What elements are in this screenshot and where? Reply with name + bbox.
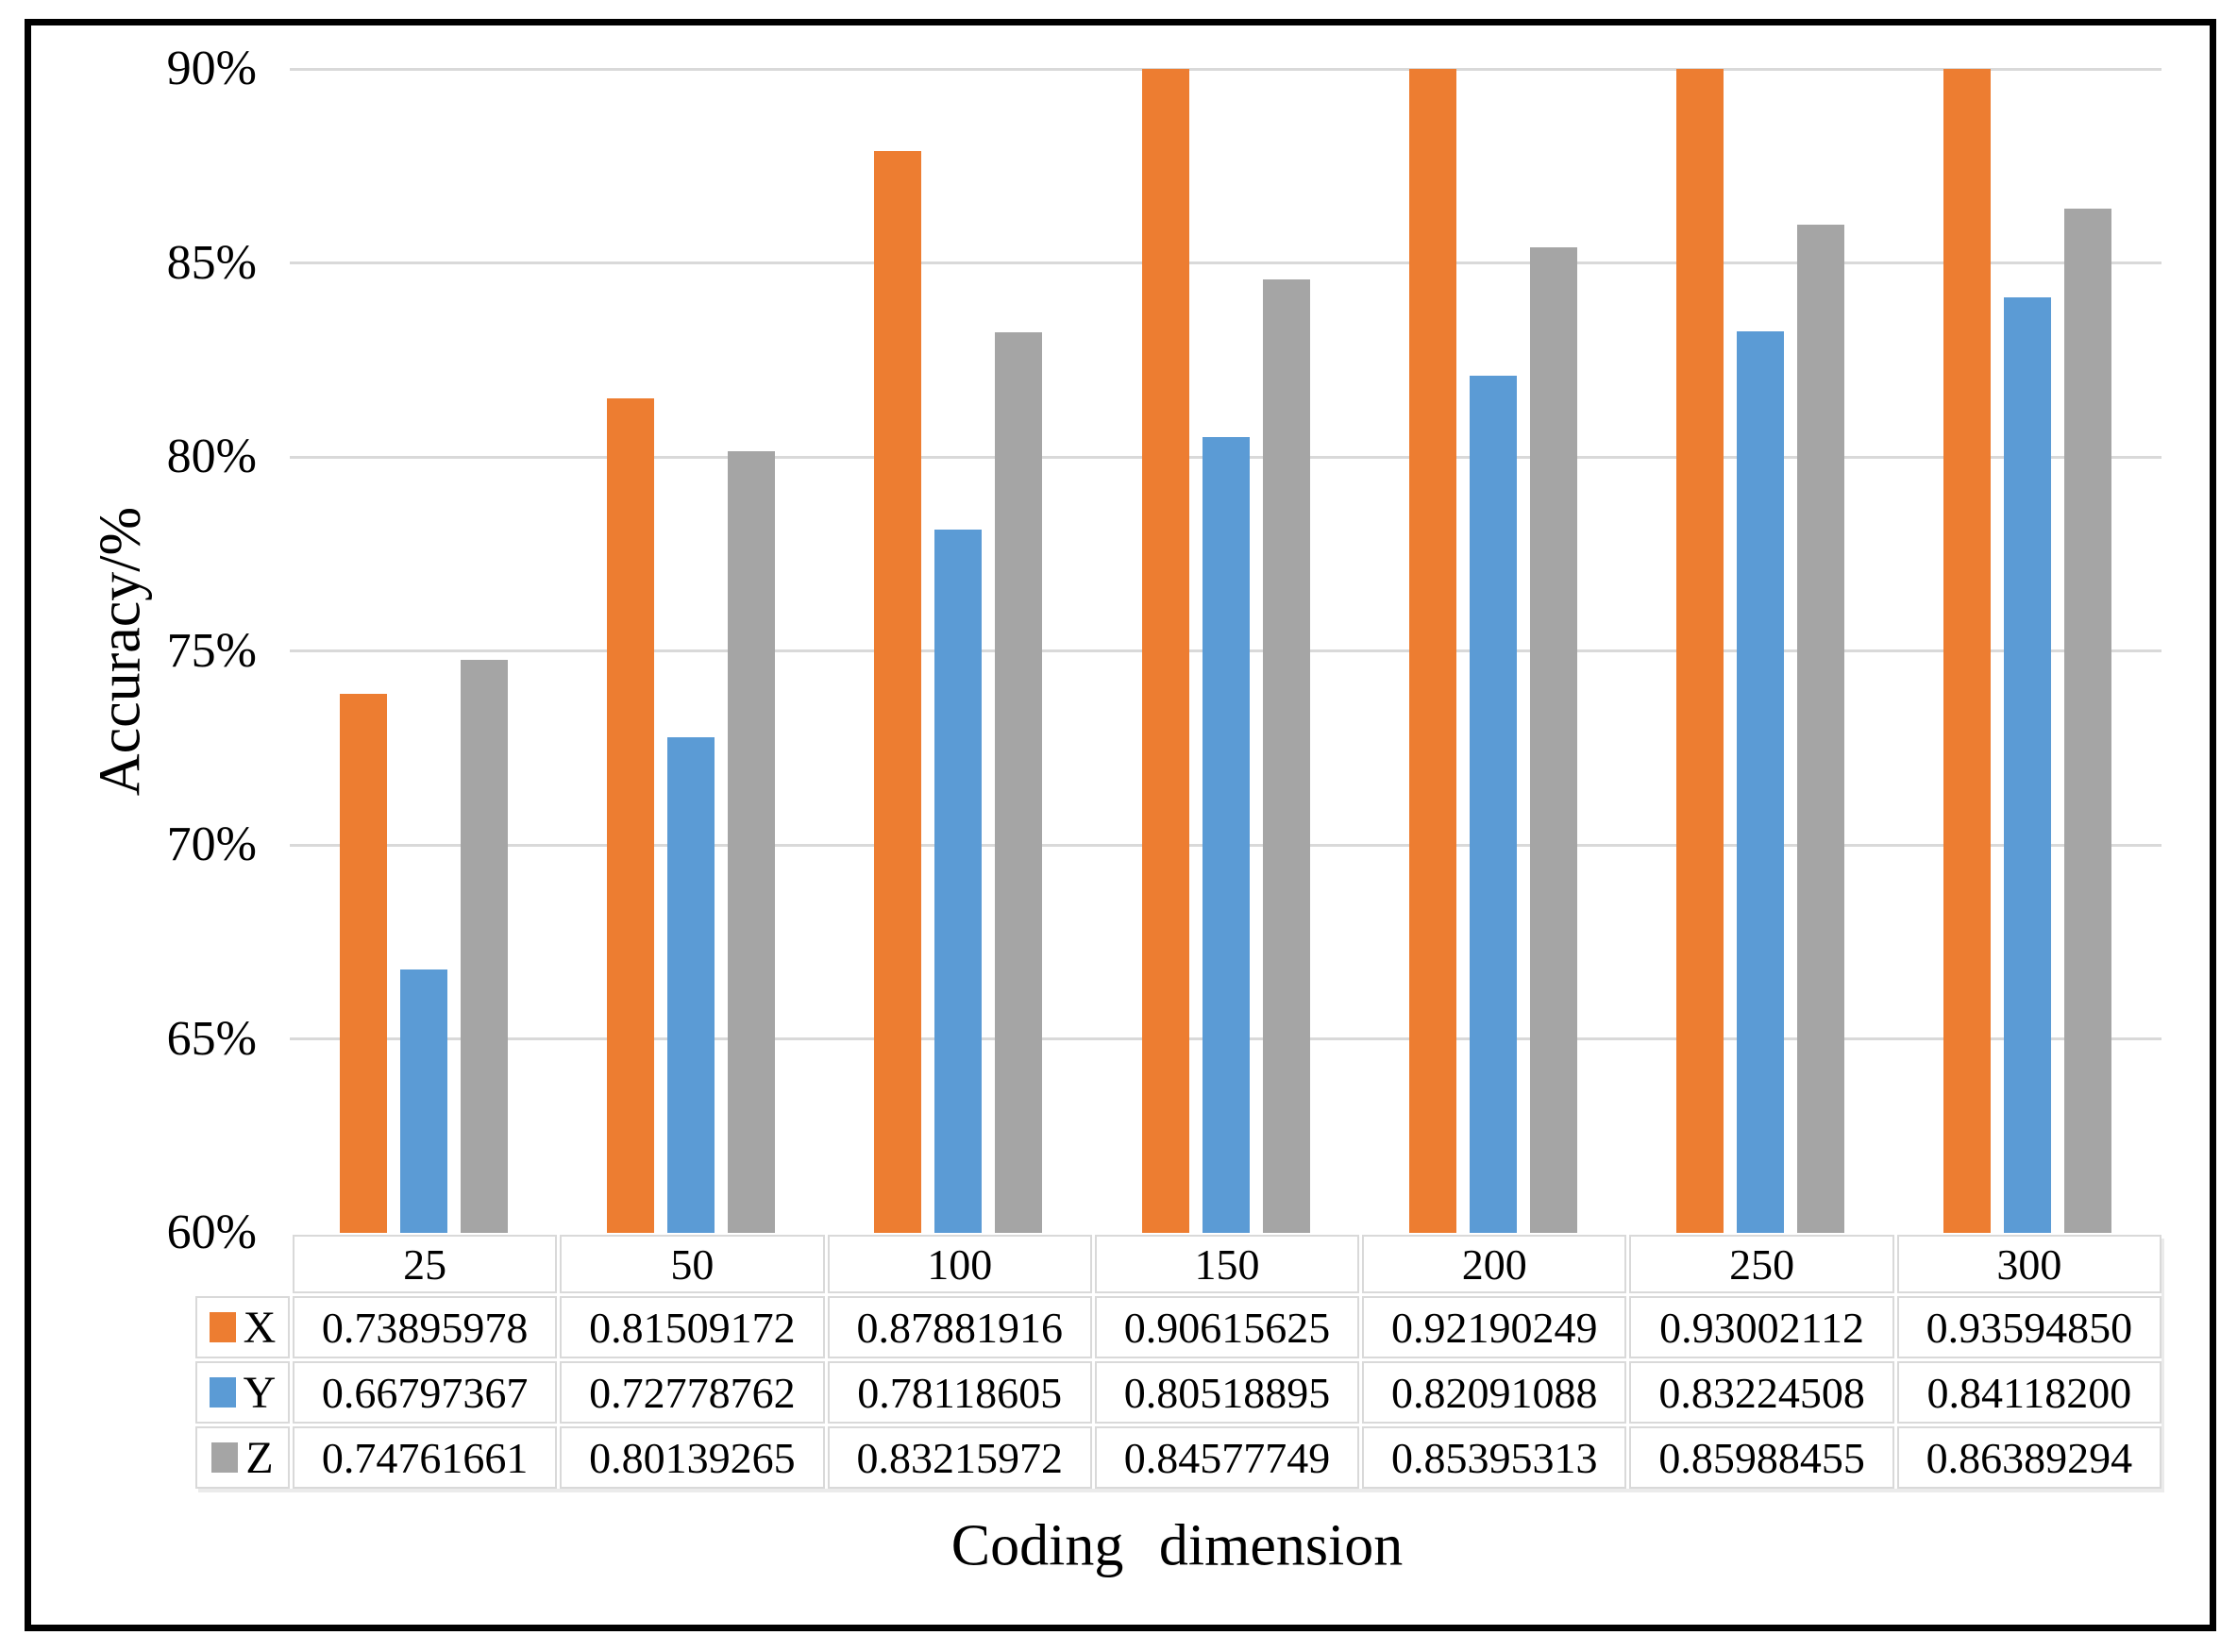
legend-swatch-icon — [209, 1312, 236, 1342]
bar-Y-100 — [934, 530, 983, 1233]
bar-Z-50 — [727, 451, 775, 1233]
table-value-cell: 0.80139265 — [560, 1426, 825, 1489]
table-value-cell: 0.72778762 — [560, 1361, 825, 1424]
table-value-cell: 0.81509172 — [560, 1296, 825, 1358]
y-tick-label: 60% — [166, 1205, 257, 1259]
table-value-cell: 0.80518895 — [1094, 1361, 1360, 1424]
table-header-cell: 300 — [1896, 1235, 2161, 1293]
table-value-cell: 0.84577749 — [1094, 1426, 1360, 1489]
table-value-cell: 0.84118200 — [1896, 1361, 2161, 1424]
table-value-cell: 0.82091088 — [1362, 1361, 1627, 1424]
y-tick-label: 90% — [166, 42, 257, 95]
gridline — [290, 261, 2161, 264]
table-value-cell: 0.85395313 — [1362, 1426, 1627, 1489]
legend-label: Z — [245, 1432, 274, 1483]
table-value-cell: 0.74761661 — [293, 1426, 558, 1489]
legend-key-X: X — [195, 1296, 290, 1358]
bar-Z-150 — [1262, 278, 1310, 1233]
bar-Y-50 — [666, 736, 715, 1233]
table-value-cell: 0.90615625 — [1094, 1296, 1360, 1358]
table-header-cell: 150 — [1094, 1235, 1360, 1293]
table-header-cell: 25 — [293, 1235, 558, 1293]
table-value-cell: 0.87881916 — [827, 1296, 1092, 1358]
bar-X-25 — [339, 693, 387, 1233]
bar-Y-25 — [399, 969, 447, 1233]
table-header-cell: 250 — [1629, 1235, 1894, 1293]
table-value-cell: 0.83224508 — [1629, 1361, 1894, 1424]
bar-X-100 — [874, 151, 922, 1233]
legend-label: Y — [243, 1367, 277, 1418]
table-header-cell: 200 — [1362, 1235, 1627, 1293]
y-tick-label: 65% — [166, 1011, 257, 1066]
legend-swatch-icon — [211, 1442, 239, 1473]
gridline — [290, 67, 2161, 71]
legend-key-Z: Z — [195, 1426, 290, 1489]
table-header-cell: 50 — [560, 1235, 825, 1293]
table-value-cell: 0.85988455 — [1629, 1426, 1894, 1489]
legend-key-Y: Y — [195, 1361, 290, 1424]
bar-Z-100 — [995, 331, 1043, 1233]
y-tick-label: 70% — [166, 818, 257, 871]
table-value-cell: 0.73895978 — [293, 1296, 558, 1358]
bar-X-250 — [1676, 69, 1724, 1233]
x-axis-title: Coding dimension — [950, 1513, 1404, 1578]
table-value-cell: 0.83215972 — [827, 1426, 1092, 1489]
y-tick-label: 75% — [166, 623, 257, 678]
table-value-cell: 0.92190249 — [1362, 1296, 1627, 1358]
table-header-cell: 100 — [827, 1235, 1092, 1293]
table-value-cell: 0.66797367 — [293, 1361, 558, 1424]
bar-Z-25 — [460, 660, 508, 1233]
table-value-cell: 0.86389294 — [1896, 1426, 2161, 1489]
bar-Z-300 — [2064, 209, 2112, 1233]
bar-Y-300 — [2004, 296, 2052, 1233]
bar-Y-250 — [1737, 331, 1785, 1233]
bar-X-300 — [1943, 69, 1992, 1233]
table-value-cell: 0.93594850 — [1896, 1296, 2161, 1358]
bar-X-150 — [1141, 69, 1189, 1233]
bar-X-50 — [606, 397, 654, 1233]
y-tick-label: 85% — [166, 235, 257, 290]
y-tick-label: 80% — [166, 430, 257, 483]
figure-border — [25, 19, 2216, 1631]
legend-label: X — [243, 1302, 277, 1353]
bar-Z-250 — [1797, 224, 1845, 1233]
table-value-cell: 0.78118605 — [827, 1361, 1092, 1424]
bar-Y-150 — [1202, 436, 1250, 1233]
bar-Y-200 — [1469, 376, 1517, 1233]
legend-swatch-icon — [209, 1377, 236, 1408]
bar-Z-200 — [1529, 247, 1577, 1233]
table-value-cell: 0.93002112 — [1629, 1296, 1894, 1358]
data-table: 25 50 100 150 200 250 300 X 0.73895978 0.81509172… — [195, 1235, 2161, 1489]
bar-X-200 — [1408, 69, 1456, 1233]
